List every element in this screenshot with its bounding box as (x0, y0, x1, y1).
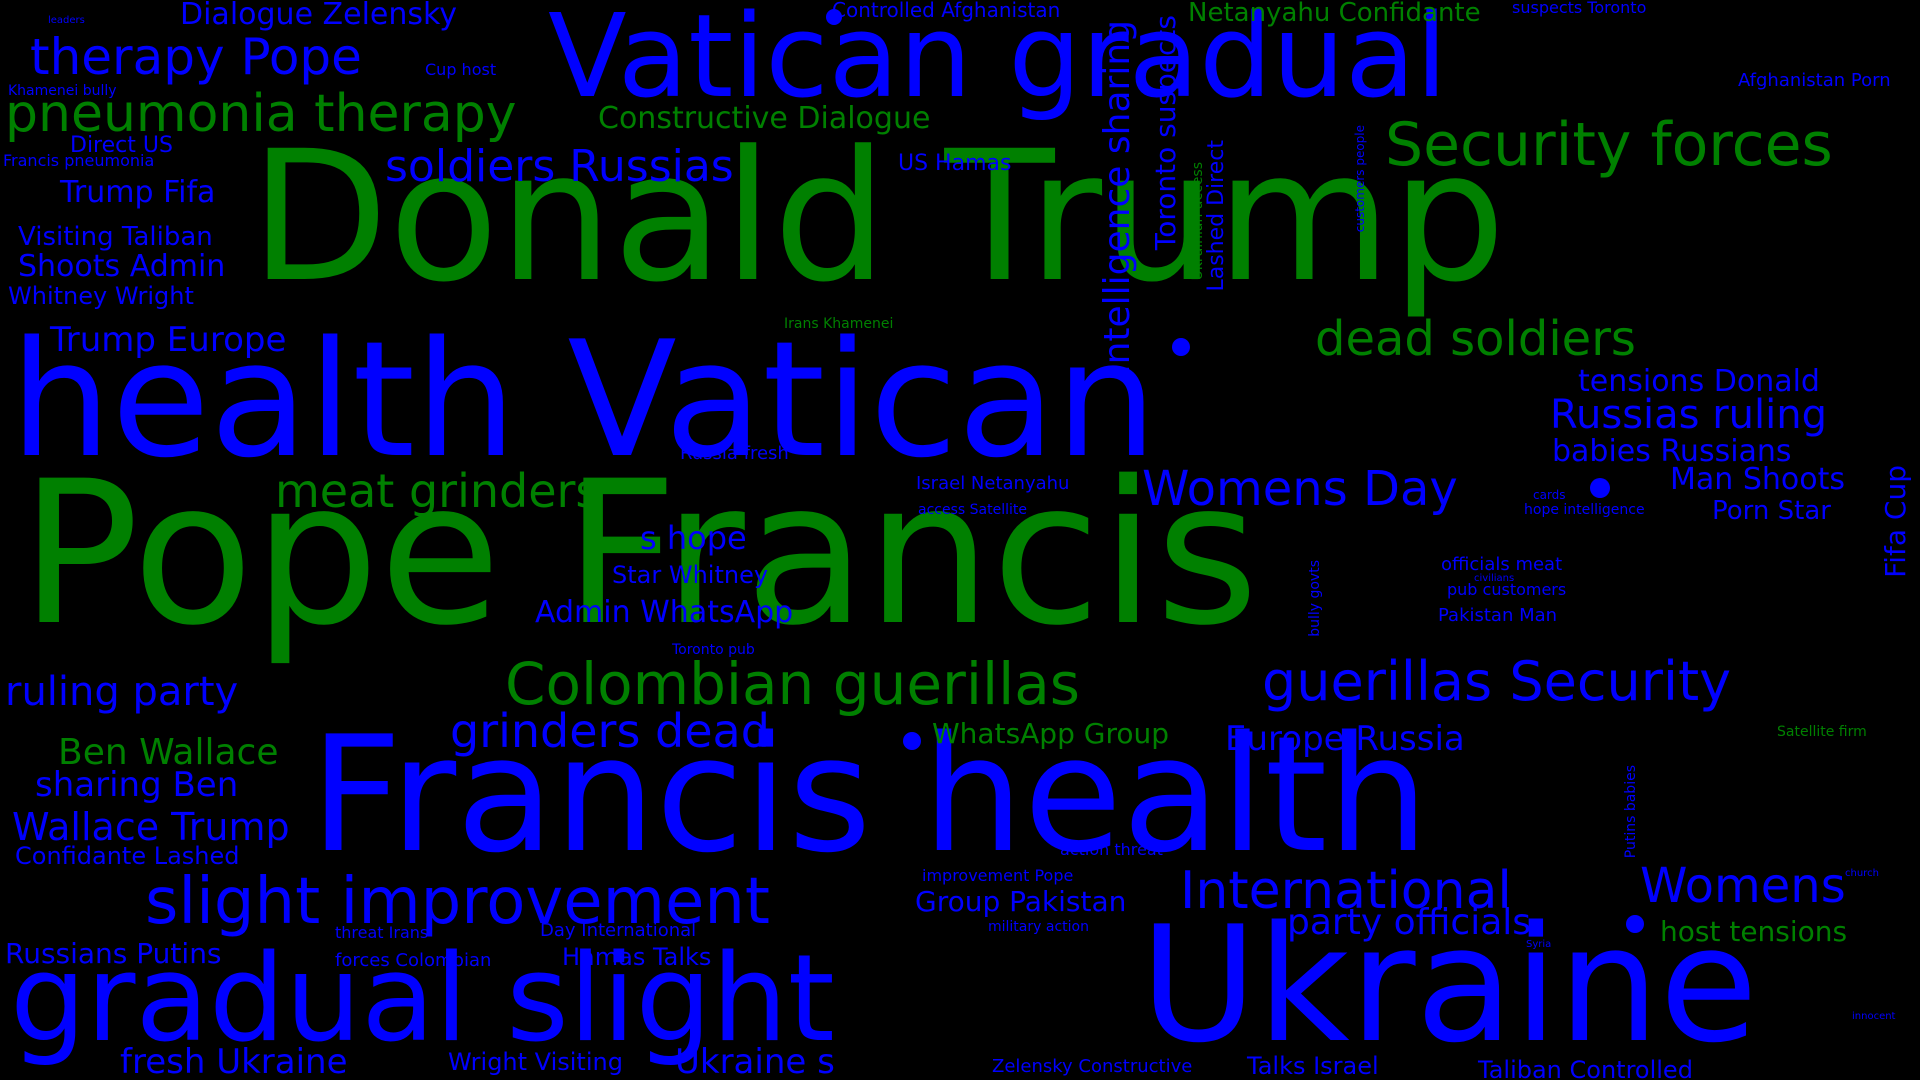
word-cloud-term: Shoots Admin (18, 249, 226, 284)
word-cloud-term: gradual slight (10, 930, 835, 1069)
word-cloud-term: s hope (640, 519, 747, 557)
word-cloud-term: Confidante Lashed (15, 842, 240, 870)
word-cloud-term: Pakistan Man (1438, 605, 1558, 626)
word-cloud-term: Francis health (310, 701, 1429, 888)
word-cloud-term: Wright Visiting (448, 1048, 623, 1076)
word-cloud-term: Wallace Trump (12, 805, 290, 849)
word-cloud-term: Ukraine (1140, 891, 1758, 1078)
word-cloud-term: Taliban Controlled (1478, 1056, 1693, 1080)
word-cloud-term: Lashed Direct (1204, 140, 1229, 292)
word-cloud-term: Dialogue Zelensky (180, 0, 458, 32)
word-cloud-term: Controlled Afghanistan (832, 0, 1061, 22)
word-cloud-term: Francis pneumonia (3, 151, 155, 170)
word-cloud-term: pneumonia therapy (5, 84, 517, 144)
dot-mark (903, 732, 921, 750)
word-cloud-term: bully govts (1307, 560, 1323, 637)
word-cloud-term: Hamas Talks (562, 943, 712, 971)
word-cloud-term: guerillas Security (1262, 650, 1732, 713)
dot-mark (826, 9, 842, 25)
dot-mark (1626, 915, 1644, 933)
word-cloud-term: babies Russians (1552, 434, 1792, 469)
word-cloud-term: Syria (1526, 939, 1552, 950)
word-cloud-term: Donald Trump (250, 113, 1506, 322)
word-cloud-term: Security forces (1385, 110, 1833, 180)
word-cloud-term: Putins babies (1623, 765, 1639, 859)
word-cloud-term: Russia fresh (680, 443, 789, 464)
word-cloud-term: Fifa Cup (1879, 465, 1912, 578)
word-cloud-term: leaders (48, 15, 85, 26)
word-cloud-term: Irans Khamenei (784, 316, 894, 332)
word-cloud-term: Constructive Dialogue (598, 101, 931, 136)
word-cloud-term: Colombian guerillas (505, 650, 1080, 718)
word-cloud-term: WhatsApp Group (932, 717, 1170, 750)
word-cloud-term: Direct US (70, 133, 173, 158)
word-cloud-term: church (1845, 868, 1879, 879)
word-cloud-term: Russians Putins (5, 937, 222, 970)
word-cloud-term: pub customers (1447, 580, 1567, 599)
word-cloud-term: Womens Day (1142, 461, 1458, 517)
word-cloud-term: customers people (1353, 125, 1367, 233)
word-cloud-term: Womens (1640, 858, 1846, 914)
word-cloud-term: Trump Fifa (60, 175, 216, 210)
word-cloud-term: Russias ruling (1550, 392, 1827, 438)
word-cloud-term: Europe Russia (1225, 719, 1465, 759)
word-cloud-term: dead soldiers (1315, 311, 1636, 367)
word-cloud-term: tensions Donald (1578, 364, 1820, 399)
word-cloud-term: Star Whitney (612, 561, 769, 589)
word-cloud-term: grinders dead (450, 704, 770, 758)
word-cloud-term: Admin WhatsApp (535, 595, 794, 630)
word-cloud-term: health Vatican (10, 306, 1158, 493)
word-cloud-term: Toronto pub (672, 642, 755, 658)
dot-mark (1172, 338, 1190, 356)
word-cloud-term: Ben Wallace (58, 732, 279, 773)
word-cloud-term: soldiers Russias (385, 141, 734, 192)
word-cloud-term: intelligence sharing (1097, 20, 1138, 375)
word-cloud-term: sharing Ben (35, 765, 239, 805)
word-cloud-term: suspects Toronto (1512, 0, 1647, 17)
word-cloud-term: meat grinders (275, 464, 600, 518)
word-cloud-term: action threat (1060, 840, 1163, 859)
word-cloud-term: Israel Netanyahu (916, 473, 1070, 494)
dot-mark (1590, 478, 1610, 498)
word-cloud-term: therapy Pope (30, 28, 362, 86)
word-cloud-term: innocent (1852, 1011, 1896, 1022)
word-cloud-term: access Satellite (918, 502, 1027, 518)
word-cloud-term: Day International (540, 920, 697, 941)
word-cloud-term: Zelensky Constructive (992, 1056, 1193, 1077)
word-cloud-term: slight improvement (145, 865, 770, 939)
word-cloud-term: Talks Israel (1247, 1052, 1379, 1080)
word-cloud-term: Man Shoots (1670, 462, 1845, 497)
word-cloud-term: Khamenei bully (8, 83, 117, 99)
word-cloud-term: military action (988, 919, 1089, 935)
word-cloud-term: fresh Ukraine (120, 1042, 348, 1080)
word-cloud-term: Pope Francis (20, 438, 1259, 669)
word-cloud-term: civilians (1474, 573, 1515, 584)
word-cloud-term: US Hamas (898, 151, 1012, 176)
word-cloud-term: Porn Star (1712, 496, 1831, 526)
word-cloud-term: Ukraine s (675, 1042, 835, 1080)
word-cloud-term: Vatican gradual (548, 0, 1448, 124)
word-cloud-term: Cup host (425, 60, 497, 79)
word-cloud-term: officials meat (1441, 554, 1563, 575)
word-cloud-term: International (1180, 861, 1512, 921)
word-cloud-term: improvement Pope (922, 866, 1074, 885)
word-cloud-term: threat Irans (335, 923, 429, 942)
word-cloud-term: ruling party (5, 669, 239, 715)
word-cloud-term: Netanyahu Confidante (1188, 0, 1481, 28)
word-cloud-term: Satellite firm (1777, 724, 1867, 740)
word-cloud-term: party officials (1287, 902, 1532, 943)
word-cloud-term: Trump Europe (50, 320, 287, 360)
word-cloud-term: host tensions (1660, 915, 1848, 948)
word-cloud-term: Whitney Wright (8, 282, 194, 310)
word-cloud-term: hope intelligence (1524, 502, 1645, 518)
word-cloud-term: Toronto suspects (1149, 15, 1182, 251)
word-cloud-term: cards (1533, 488, 1566, 502)
word-cloud-term: forces Colombian (335, 950, 492, 971)
word-cloud-term: Group Pakistan (915, 885, 1127, 918)
word-cloud-term: Ukrainian access (1190, 162, 1206, 281)
word-cloud-term: Afghanistan Porn (1738, 70, 1891, 91)
word-cloud-term: Visiting Taliban (18, 222, 213, 252)
